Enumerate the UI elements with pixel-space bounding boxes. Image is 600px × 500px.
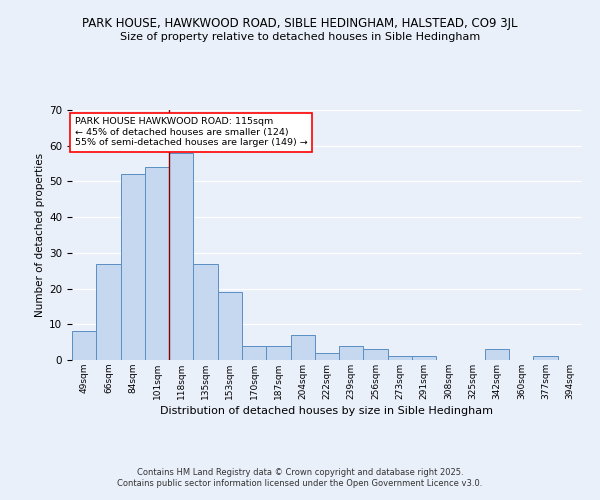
X-axis label: Distribution of detached houses by size in Sible Hedingham: Distribution of detached houses by size … xyxy=(161,406,493,416)
Bar xyxy=(364,350,388,360)
Bar xyxy=(266,346,290,360)
Bar xyxy=(193,264,218,360)
Bar xyxy=(145,167,169,360)
Bar xyxy=(121,174,145,360)
Bar xyxy=(169,153,193,360)
Text: Contains HM Land Registry data © Crown copyright and database right 2025.
Contai: Contains HM Land Registry data © Crown c… xyxy=(118,468,482,487)
Bar xyxy=(388,356,412,360)
Text: Size of property relative to detached houses in Sible Hedingham: Size of property relative to detached ho… xyxy=(120,32,480,42)
Bar xyxy=(290,335,315,360)
Bar xyxy=(339,346,364,360)
Bar xyxy=(96,264,121,360)
Bar xyxy=(533,356,558,360)
Bar xyxy=(485,350,509,360)
Bar xyxy=(218,292,242,360)
Y-axis label: Number of detached properties: Number of detached properties xyxy=(35,153,45,317)
Bar xyxy=(242,346,266,360)
Bar xyxy=(315,353,339,360)
Bar xyxy=(72,332,96,360)
Text: PARK HOUSE HAWKWOOD ROAD: 115sqm
← 45% of detached houses are smaller (124)
55% : PARK HOUSE HAWKWOOD ROAD: 115sqm ← 45% o… xyxy=(74,118,307,148)
Bar xyxy=(412,356,436,360)
Text: PARK HOUSE, HAWKWOOD ROAD, SIBLE HEDINGHAM, HALSTEAD, CO9 3JL: PARK HOUSE, HAWKWOOD ROAD, SIBLE HEDINGH… xyxy=(82,18,518,30)
